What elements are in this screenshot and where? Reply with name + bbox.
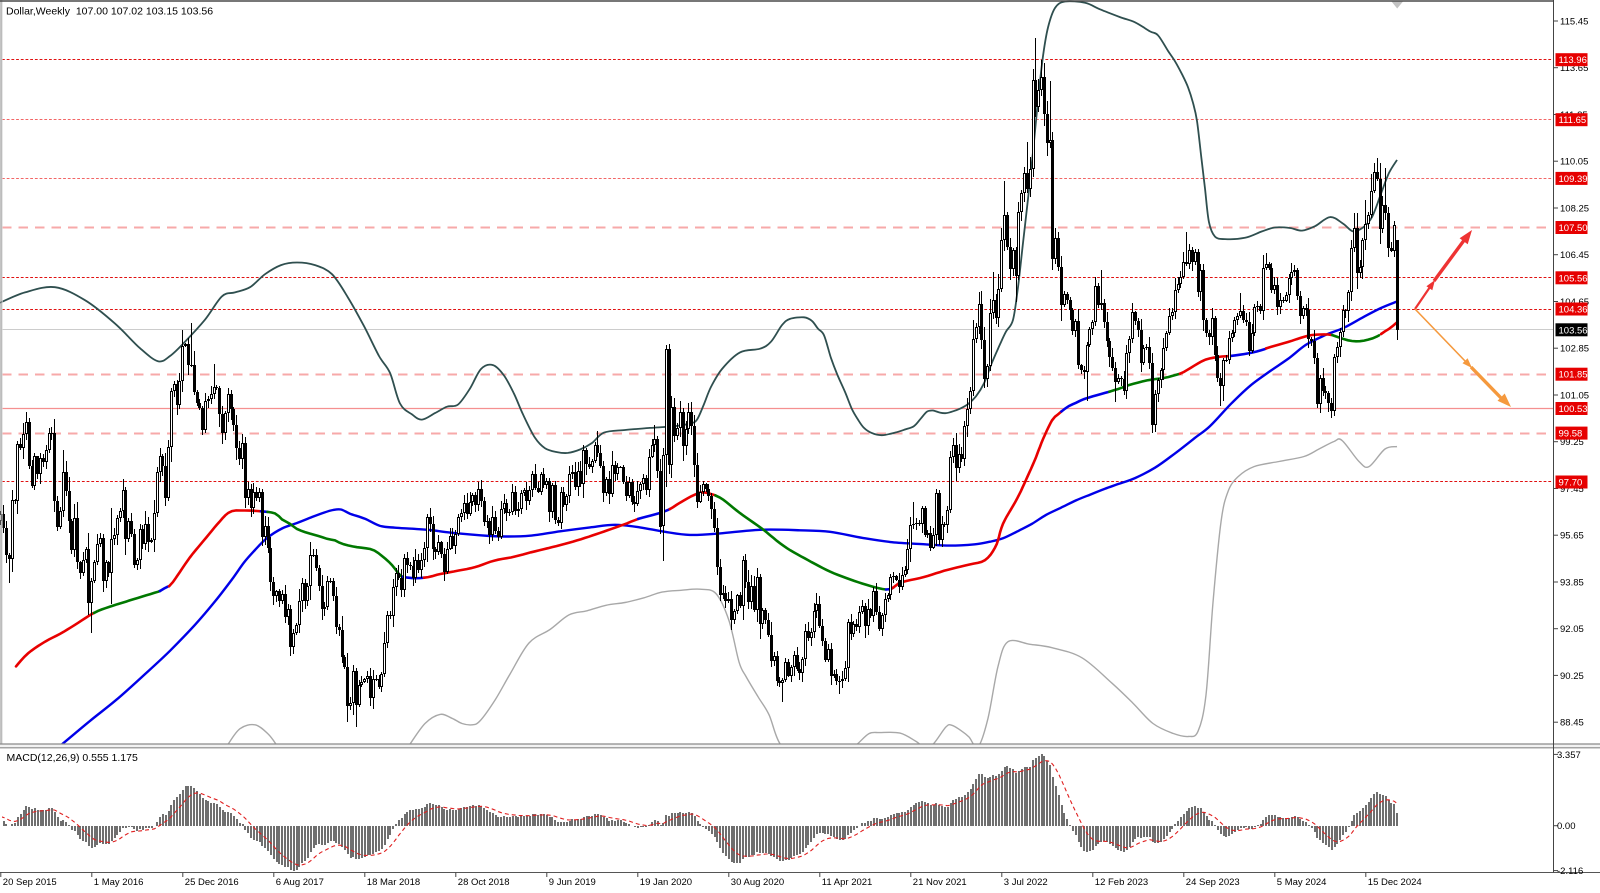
svg-text:100.53: 100.53: [1559, 404, 1588, 415]
svg-text:99.58: 99.58: [1559, 429, 1583, 440]
svg-text:93.85: 93.85: [1560, 578, 1584, 589]
svg-text:110.05: 110.05: [1560, 157, 1588, 168]
svg-text:95.65: 95.65: [1560, 531, 1584, 542]
svg-text:5 May 2024: 5 May 2024: [1277, 877, 1327, 888]
svg-text:88.45: 88.45: [1560, 718, 1584, 729]
svg-text:90.25: 90.25: [1560, 671, 1584, 682]
svg-text:99.25: 99.25: [1560, 437, 1584, 448]
svg-text:-2.116: -2.116: [1557, 866, 1583, 877]
svg-text:24 Sep 2023: 24 Sep 2023: [1186, 877, 1240, 888]
svg-text:3.357: 3.357: [1557, 750, 1581, 761]
svg-text:97.45: 97.45: [1560, 484, 1584, 495]
svg-text:11 Apr 2021: 11 Apr 2021: [822, 877, 873, 888]
svg-text:108.25: 108.25: [1560, 204, 1589, 215]
svg-text:9 Jun 2019: 9 Jun 2019: [549, 877, 596, 888]
svg-text:21 Nov 2021: 21 Nov 2021: [913, 877, 967, 888]
svg-text:101.85: 101.85: [1559, 370, 1588, 381]
svg-text:25 Dec 2016: 25 Dec 2016: [185, 877, 239, 888]
svg-text:12 Feb 2023: 12 Feb 2023: [1095, 877, 1148, 888]
svg-text:0.00: 0.00: [1557, 821, 1576, 832]
svg-text:113.65: 113.65: [1560, 63, 1588, 74]
svg-text:105.56: 105.56: [1559, 273, 1588, 284]
svg-text:1 May 2016: 1 May 2016: [94, 877, 144, 888]
svg-text:115.45: 115.45: [1560, 17, 1588, 28]
svg-text:20 Sep 2015: 20 Sep 2015: [3, 877, 57, 888]
svg-text:3 Jul 2022: 3 Jul 2022: [1004, 877, 1048, 888]
svg-text:28 Oct 2018: 28 Oct 2018: [458, 877, 510, 888]
svg-text:107.50: 107.50: [1559, 223, 1588, 234]
svg-text:109.39: 109.39: [1559, 174, 1588, 185]
svg-text:19 Jan 2020: 19 Jan 2020: [640, 877, 692, 888]
svg-text:106.45: 106.45: [1560, 250, 1589, 261]
svg-text:18 Mar 2018: 18 Mar 2018: [367, 877, 420, 888]
svg-text:113.96: 113.96: [1559, 55, 1587, 66]
svg-text:97.70: 97.70: [1559, 478, 1583, 489]
svg-text:6 Aug 2017: 6 Aug 2017: [276, 877, 324, 888]
svg-text:30 Aug 2020: 30 Aug 2020: [731, 877, 784, 888]
svg-text:104.36: 104.36: [1559, 305, 1588, 316]
svg-text:MACD(12,26,9) 0.555 1.175: MACD(12,26,9) 0.555 1.175: [7, 752, 138, 764]
svg-text:Dollar,Weekly 107.00 107.02 1: Dollar,Weekly 107.00 107.02 103.15 103.5…: [6, 6, 213, 18]
svg-text:111.65: 111.65: [1559, 115, 1587, 126]
svg-text:102.85: 102.85: [1560, 344, 1589, 355]
svg-text:101.05: 101.05: [1560, 391, 1589, 402]
svg-text:15 Dec 2024: 15 Dec 2024: [1368, 877, 1422, 888]
svg-text:92.05: 92.05: [1560, 624, 1584, 635]
svg-text:103.56: 103.56: [1559, 325, 1588, 336]
